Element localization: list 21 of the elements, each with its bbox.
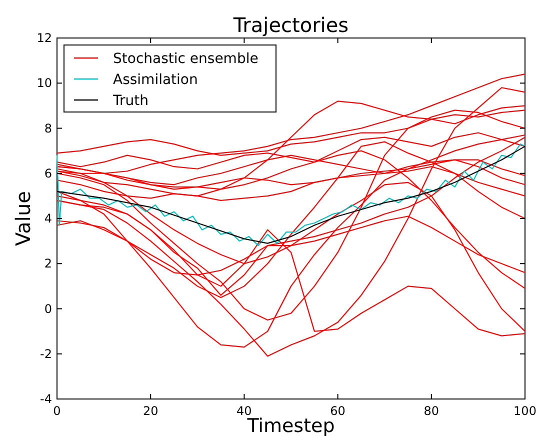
x-tick-label: 20	[142, 404, 158, 418]
x-tick-label: 0	[53, 404, 61, 418]
y-tick-label: 8	[44, 121, 52, 136]
legend-label: Truth	[112, 93, 148, 109]
y-tick-label: 12	[36, 31, 52, 45]
y-tick-label: 10	[36, 76, 52, 90]
y-tick-label: 2	[44, 256, 52, 271]
x-tick-label: 100	[514, 404, 536, 418]
x-tick-label: 60	[330, 404, 346, 418]
legend-label: Assimilation	[113, 72, 198, 88]
y-tick-label: -2	[40, 346, 52, 361]
y-axis-title: Value	[11, 191, 35, 246]
y-tick-label: -4	[40, 392, 52, 406]
chart-title: Trajectories	[232, 13, 349, 37]
x-tick-label: 40	[236, 404, 252, 418]
x-tick-label: 80	[424, 404, 440, 418]
y-tick-label: 0	[44, 302, 52, 316]
y-tick-label: 6	[44, 166, 52, 180]
x-axis-title: Timestep	[246, 415, 335, 437]
y-tick-label: 4	[44, 212, 52, 226]
legend-label: Stochastic ensemble	[113, 51, 258, 67]
